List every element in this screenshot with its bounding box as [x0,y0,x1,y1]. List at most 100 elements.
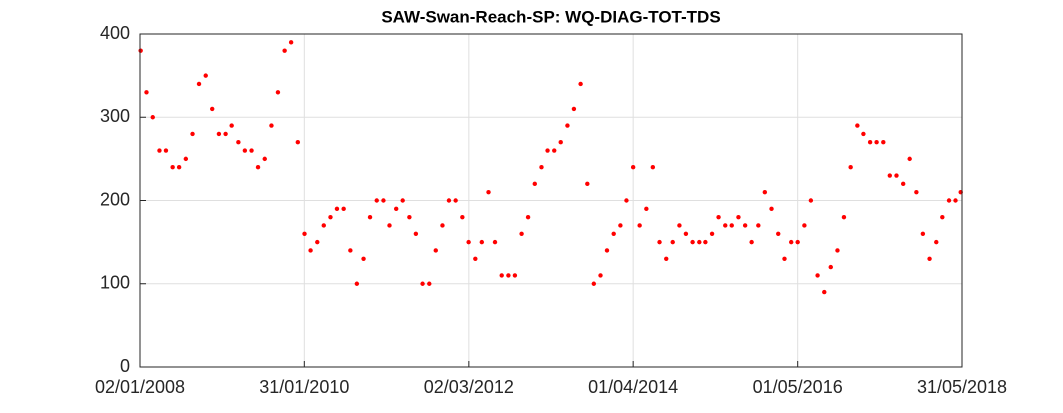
y-tick-label: 200 [100,189,130,209]
point [407,214,412,220]
point [855,123,860,128]
point [466,239,471,245]
point [216,131,222,137]
point [637,223,642,228]
point [927,256,932,261]
point [138,48,143,53]
x-tick-label: 31/05/2018 [917,377,1007,397]
point [545,148,550,153]
point [618,223,623,228]
point [427,281,432,286]
point [170,165,175,170]
point [262,156,267,162]
point [881,140,886,145]
point [552,148,557,153]
point [460,214,465,220]
point [255,165,261,170]
point [361,256,366,261]
point [934,239,939,245]
point [894,173,899,178]
point [795,239,800,245]
point [413,231,419,236]
point [282,48,287,53]
point [677,223,682,228]
x-tick-label: 02/03/2012 [424,377,514,397]
point [387,223,392,228]
point [946,198,952,203]
point [315,239,320,245]
point [861,131,866,137]
point [802,223,807,228]
point [867,140,873,145]
point [565,123,570,128]
x-tick-label: 31/01/2010 [259,377,349,397]
point [736,214,741,220]
point [749,239,754,245]
point [532,181,537,187]
point [321,223,326,228]
point [236,140,241,145]
point [742,223,748,228]
point [506,273,511,278]
point [887,173,892,178]
x-tick-label: 01/05/2016 [753,377,843,397]
point [308,248,313,253]
point [683,231,689,236]
point [874,140,879,145]
point [585,181,590,187]
point [835,248,840,253]
point [446,198,452,203]
point [473,256,478,261]
point [611,231,616,236]
point [150,115,155,120]
point [940,214,945,220]
point [223,131,228,137]
point [657,239,662,245]
point [269,123,274,128]
point [591,281,597,286]
point [440,223,445,228]
point [400,198,405,203]
point [756,223,761,228]
point [690,239,695,245]
point [229,123,234,128]
point [203,73,208,78]
point [210,106,215,112]
point [275,90,281,95]
point [644,206,649,212]
point [374,198,379,203]
point [914,189,919,195]
point [302,231,307,236]
point [571,106,577,112]
y-tick-label: 400 [100,23,130,43]
point [393,206,399,212]
y-tick-label: 0 [120,356,130,376]
point [381,198,386,203]
point [769,206,774,212]
point [433,248,438,253]
point [453,198,458,203]
point [604,248,610,253]
point [499,273,504,278]
point [703,239,708,245]
point [341,206,346,212]
point [716,214,721,220]
point [900,181,906,187]
point [242,148,248,153]
point [190,131,195,137]
chart-title: SAW-Swan-Reach-SP: WQ-DIAG-TOT-TDS [381,7,720,26]
point [334,206,340,212]
point [664,256,669,261]
point [953,198,958,203]
point [492,239,498,245]
x-tick-label: 02/01/2008 [95,377,185,397]
point [420,281,425,286]
point [822,289,827,295]
point [697,239,702,245]
point [828,264,833,270]
point [920,231,926,236]
point [367,214,373,220]
point [789,239,794,245]
grid [139,33,963,368]
